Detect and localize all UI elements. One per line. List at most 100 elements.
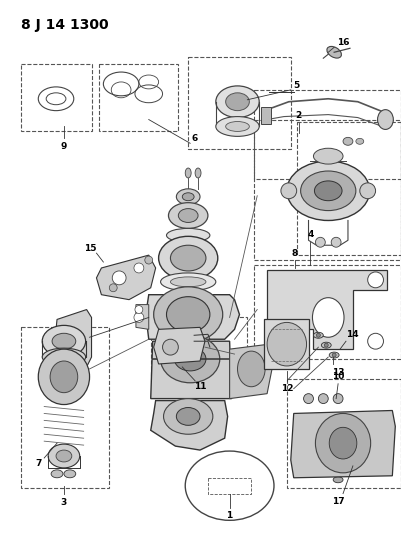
Ellipse shape [164, 399, 213, 434]
Ellipse shape [170, 245, 206, 271]
Ellipse shape [327, 46, 341, 58]
Ellipse shape [318, 394, 328, 403]
Ellipse shape [61, 350, 71, 360]
Text: 16: 16 [337, 38, 349, 47]
Bar [99, 64, 178, 132]
Ellipse shape [314, 148, 343, 164]
Ellipse shape [226, 122, 249, 132]
Ellipse shape [170, 277, 206, 287]
Polygon shape [146, 295, 240, 339]
Bar [188, 57, 291, 149]
Text: 6: 6 [192, 134, 198, 143]
Ellipse shape [109, 284, 117, 292]
Ellipse shape [316, 414, 370, 473]
Polygon shape [54, 310, 92, 374]
Ellipse shape [329, 352, 339, 358]
Ellipse shape [42, 348, 86, 366]
Ellipse shape [38, 349, 90, 405]
Ellipse shape [52, 333, 76, 349]
Bar [21, 327, 109, 488]
Ellipse shape [226, 93, 249, 111]
Bar [254, 119, 401, 260]
Polygon shape [264, 319, 309, 369]
Ellipse shape [314, 332, 323, 338]
Polygon shape [267, 270, 387, 349]
Text: 12: 12 [280, 384, 293, 393]
Text: 2: 2 [296, 111, 302, 120]
Ellipse shape [185, 168, 191, 178]
Ellipse shape [112, 271, 126, 285]
Text: 9: 9 [61, 142, 67, 151]
Ellipse shape [360, 183, 376, 199]
Ellipse shape [175, 347, 206, 371]
Ellipse shape [216, 86, 259, 118]
Ellipse shape [333, 394, 343, 403]
Ellipse shape [166, 297, 210, 332]
Ellipse shape [312, 297, 344, 337]
Ellipse shape [216, 117, 259, 136]
Ellipse shape [287, 161, 370, 221]
Ellipse shape [154, 287, 223, 342]
Ellipse shape [145, 256, 153, 264]
Ellipse shape [135, 305, 143, 313]
Ellipse shape [48, 444, 80, 468]
Ellipse shape [267, 322, 307, 366]
Text: 4: 4 [307, 230, 314, 239]
Ellipse shape [166, 229, 210, 243]
Ellipse shape [177, 189, 200, 205]
Text: 11: 11 [194, 382, 206, 391]
Bar [287, 379, 401, 488]
Polygon shape [261, 107, 271, 124]
Ellipse shape [343, 138, 353, 146]
Ellipse shape [342, 429, 374, 464]
Ellipse shape [368, 272, 383, 288]
Polygon shape [154, 327, 205, 364]
Polygon shape [136, 304, 149, 329]
Text: 8 J 14 1300: 8 J 14 1300 [21, 18, 108, 31]
Text: 17: 17 [332, 497, 345, 506]
Ellipse shape [134, 312, 144, 322]
Text: 3: 3 [61, 498, 67, 507]
Ellipse shape [195, 168, 201, 178]
Polygon shape [291, 410, 395, 478]
Ellipse shape [64, 470, 76, 478]
Ellipse shape [321, 342, 331, 348]
Ellipse shape [159, 236, 218, 280]
Ellipse shape [368, 333, 383, 349]
Ellipse shape [168, 203, 208, 229]
Polygon shape [151, 341, 231, 399]
Text: 15: 15 [84, 244, 97, 253]
Ellipse shape [281, 183, 297, 199]
Bar [254, 265, 401, 359]
Ellipse shape [50, 361, 78, 393]
Ellipse shape [182, 193, 194, 201]
Ellipse shape [160, 273, 216, 290]
Text: 10: 10 [332, 373, 344, 381]
Bar [21, 64, 92, 132]
Ellipse shape [356, 139, 364, 144]
Ellipse shape [303, 394, 314, 403]
Ellipse shape [332, 353, 336, 357]
Ellipse shape [59, 332, 73, 346]
Text: 7: 7 [35, 459, 42, 469]
Bar [151, 318, 247, 377]
Text: 8: 8 [292, 248, 298, 257]
Polygon shape [229, 344, 274, 399]
Bar [297, 122, 401, 255]
Ellipse shape [331, 237, 341, 247]
Ellipse shape [301, 171, 356, 211]
Ellipse shape [333, 477, 343, 483]
Ellipse shape [42, 325, 86, 357]
Ellipse shape [316, 237, 325, 247]
Bar [254, 90, 401, 179]
Ellipse shape [329, 427, 357, 459]
Ellipse shape [177, 408, 200, 425]
Ellipse shape [324, 343, 328, 347]
Text: 14: 14 [345, 330, 358, 339]
Ellipse shape [316, 333, 320, 337]
Ellipse shape [178, 208, 198, 222]
Ellipse shape [134, 263, 144, 273]
Text: 5: 5 [294, 82, 300, 91]
Ellipse shape [56, 450, 72, 462]
Polygon shape [333, 426, 383, 466]
